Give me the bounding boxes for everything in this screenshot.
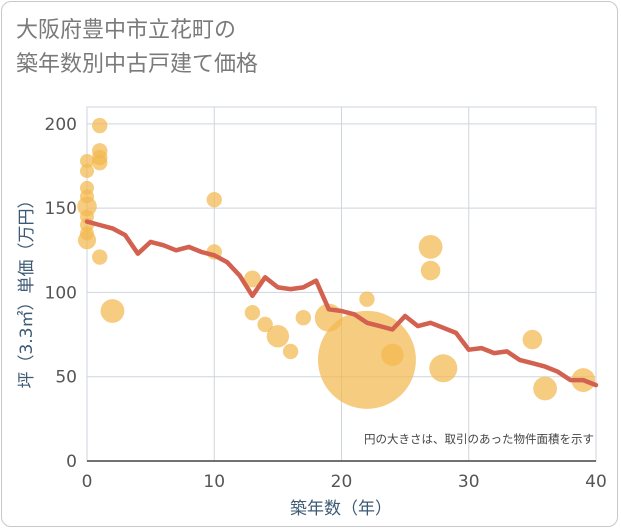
y-tick-label: 100 [45,283,77,303]
data-point-bubble [77,231,97,250]
data-point-bubble [533,376,557,401]
grid-lines [86,106,597,462]
x-tick-label: 0 [82,472,93,492]
trend-line-layer [84,219,599,388]
x-axis-label: 築年数（年） [290,499,392,519]
average-price-line [84,219,599,388]
data-point-bubble [80,164,94,179]
data-point-bubble [100,299,125,323]
data-point-bubble [420,260,441,281]
data-point-bubble [418,235,443,259]
data-point-bubble [244,304,261,321]
y-tick-label: 50 [55,368,77,388]
bubble-layer [77,117,596,409]
y-tick-label: 150 [45,199,77,219]
y-tick-labels: 0 50 100 150 200 [45,115,77,472]
data-point-bubble [77,196,97,217]
x-tick-label: 20 [331,472,353,492]
data-point-bubble [92,249,108,265]
chart-title: 大阪府豊中市立花町の 築年数別中古戸建て価格 [16,14,258,82]
y-axis-label: 坪（3.3㎡）単価（万円） [17,191,37,388]
data-point-bubble [282,343,299,360]
chart-title-line2: 築年数別中古戸建て価格 [16,52,259,77]
x-tick-label: 40 [585,472,607,492]
data-point-bubble [244,270,261,288]
y-tick-label: 0 [66,452,77,472]
x-tick-label: 30 [458,472,480,492]
data-point-bubble [92,117,108,134]
data-point-bubble [295,310,312,326]
data-point-bubble [92,154,108,171]
size-legend-note: 円の大きさは、取引のあった物件面積を示す [364,432,594,446]
data-point-bubble [266,325,290,348]
data-point-bubble [257,316,273,333]
data-point-bubble [206,192,222,208]
y-tick-label: 200 [45,115,77,135]
chart-title-line1: 大阪府豊中市立花町の [16,18,237,43]
data-point-bubble [80,153,94,168]
data-point-bubble [359,291,375,307]
data-point-bubble [522,329,543,350]
x-tick-labels: 0 10 20 30 40 [82,472,607,492]
x-tick-label: 10 [203,472,225,492]
data-point-bubble [429,354,458,383]
data-point-bubble [317,310,416,409]
data-point-bubble [381,343,404,366]
